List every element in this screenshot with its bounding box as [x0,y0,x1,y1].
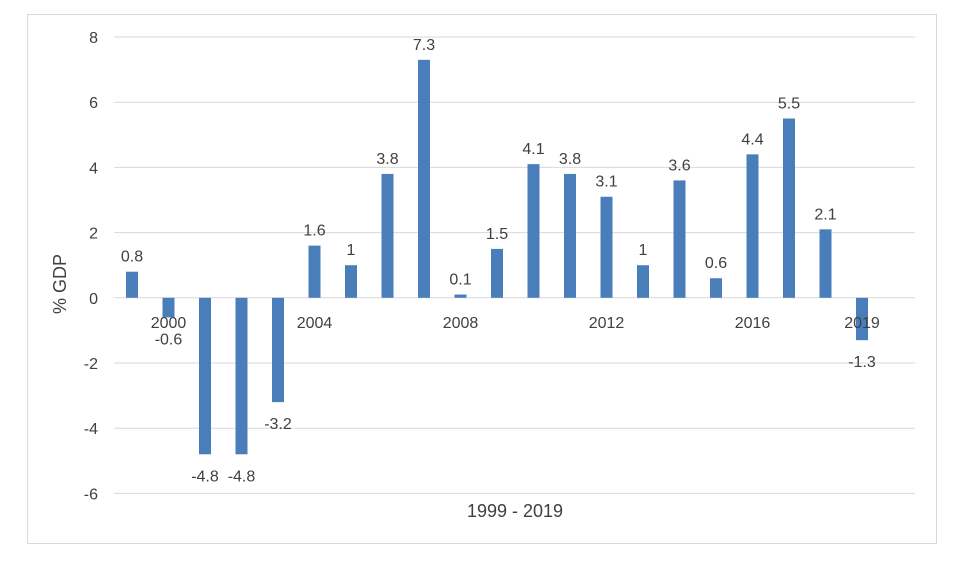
chart-container: 8 6 4 2 0 -2 -4 -6 0.8 -0.6 -4.8 -4.8 -3.2 1.6 1 3.8 7.… [27,14,937,544]
bar [126,271,138,298]
y-tick-label: -6 [84,486,98,503]
x-tick-label: 2008 [443,315,479,332]
bar [199,297,211,455]
x-tick-label: 2012 [589,315,625,332]
data-label: -3.2 [264,416,292,433]
bar [418,59,430,298]
data-label: 0.1 [449,272,471,289]
bar [600,196,613,298]
data-label: -0.6 [155,331,183,348]
x-tick-label: 2000 [151,315,187,332]
data-label: -1.3 [848,354,876,371]
x-tick-label: 2016 [735,315,771,332]
y-tick-label: 0 [89,291,98,308]
y-tick-label: 2 [89,226,98,243]
bar [673,180,686,298]
data-label: 3.1 [595,174,617,191]
bar [454,294,467,298]
x-axis-title: 1999 - 2019 [467,501,563,521]
bars [126,59,868,455]
bar [710,278,722,298]
bar [783,118,795,298]
data-label: 1.5 [486,226,508,243]
data-label: 0.8 [121,249,143,266]
data-label: 4.4 [741,131,763,148]
data-label: 2.1 [814,206,836,223]
x-tick-label: 2019 [844,315,880,332]
bar [345,265,357,298]
data-label: 5.5 [778,96,800,113]
y-tick-label: 8 [89,30,98,47]
bar [235,297,248,455]
data-label: 1.6 [303,223,325,240]
data-label: -4.8 [191,468,219,485]
bar [162,297,175,318]
data-label: 0.6 [705,255,727,272]
bar [527,164,540,298]
bar [819,229,832,298]
data-label: 1 [347,242,356,259]
y-tick-label: 4 [89,160,98,177]
y-tick-label: -4 [84,421,98,438]
bar [856,297,868,341]
data-label: -4.8 [228,468,256,485]
data-label: 4.1 [522,141,544,158]
bar [637,265,649,298]
x-axis-ticks: 2000 2004 2008 2012 2016 2019 [151,315,880,332]
y-tick-label: -2 [84,356,98,373]
bar [746,154,759,298]
bar [308,245,321,298]
y-axis-title: % GDP [50,254,70,314]
data-label: 7.3 [413,37,435,54]
y-tick-label: 6 [89,95,98,112]
y-axis-ticks: 8 6 4 2 0 -2 -4 -6 [84,30,98,503]
bar-chart: 8 6 4 2 0 -2 -4 -6 0.8 -0.6 -4.8 -4.8 -3.2 1.6 1 3.8 7.… [50,30,915,521]
data-labels: 0.8 -0.6 -4.8 -4.8 -3.2 1.6 1 3.8 7.3 0.1 1.5 4.1 3.… [121,37,876,485]
bar [272,297,284,403]
x-tick-label: 2004 [297,315,333,332]
data-label: 3.8 [376,151,398,168]
data-label: 3.8 [559,151,581,168]
data-label: 3.6 [668,157,690,174]
bar [564,173,576,298]
bar [491,248,503,298]
bar [381,173,394,298]
data-label: 1 [639,242,648,259]
